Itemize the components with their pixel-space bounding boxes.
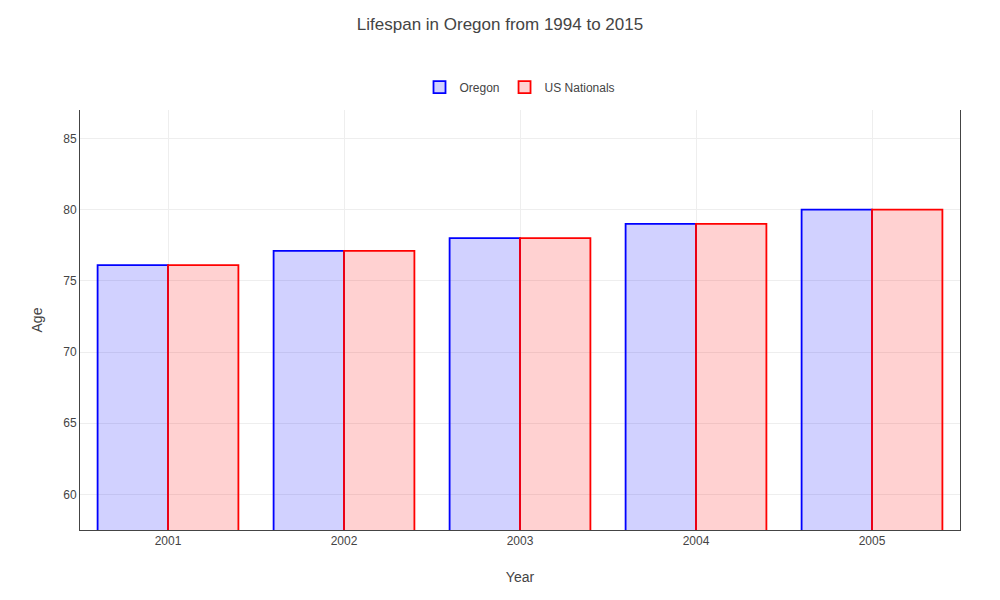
svg-text:65: 65	[63, 416, 77, 430]
svg-text:2003: 2003	[507, 534, 534, 548]
svg-text:80: 80	[63, 203, 77, 217]
svg-text:2002: 2002	[331, 534, 358, 548]
svg-text:2001: 2001	[155, 534, 182, 548]
svg-text:2005: 2005	[859, 534, 886, 548]
svg-text:85: 85	[63, 132, 77, 146]
svg-text:Year: Year	[506, 569, 535, 585]
svg-text:Oregon: Oregon	[460, 81, 500, 95]
svg-text:75: 75	[63, 274, 77, 288]
svg-text:Age: Age	[29, 307, 45, 332]
svg-text:Lifespan in Oregon from 1994 t: Lifespan in Oregon from 1994 to 2015	[357, 15, 643, 34]
svg-text:2004: 2004	[683, 534, 710, 548]
svg-text:70: 70	[63, 345, 77, 359]
svg-text:US Nationals: US Nationals	[545, 81, 615, 95]
svg-text:60: 60	[63, 488, 77, 502]
